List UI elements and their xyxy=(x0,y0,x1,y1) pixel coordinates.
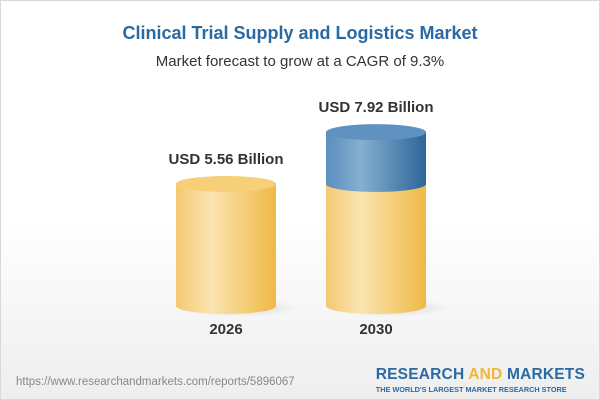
data-label: USD 5.56 Billion xyxy=(168,151,283,168)
logo-tagline: THE WORLD'S LARGEST MARKET RESEARCH STOR… xyxy=(375,385,567,394)
chart-title: Clinical Trial Supply and Logistics Mark… xyxy=(122,23,478,43)
logo-text-and: AND xyxy=(468,366,503,383)
category-label: 2030 xyxy=(359,321,392,338)
bar-growth-2030-top xyxy=(326,124,426,141)
logo-text: MARKETS xyxy=(502,366,585,383)
research-and-markets-logo: RESEARCH AND MARKETS THE WORLD'S LARGEST… xyxy=(376,366,585,394)
report-url[interactable]: https://www.researchandmarkets.com/repor… xyxy=(16,376,295,388)
chart-subtitle: Market forecast to grow at a CAGR of 9.3… xyxy=(155,53,445,70)
logo-text: RESEARCH xyxy=(375,366,469,383)
data-label: USD 7.92 Billion xyxy=(318,99,433,116)
bar-2026-top xyxy=(176,175,276,192)
bar-2026 xyxy=(176,183,276,314)
bar-growth-2030 xyxy=(326,132,426,192)
cylinder-chart: USD 5.56 Billion 2026 USD 7.92 Billion 2030 xyxy=(168,99,451,338)
bar-base-2030 xyxy=(326,183,426,314)
category-label: 2026 xyxy=(209,321,242,338)
